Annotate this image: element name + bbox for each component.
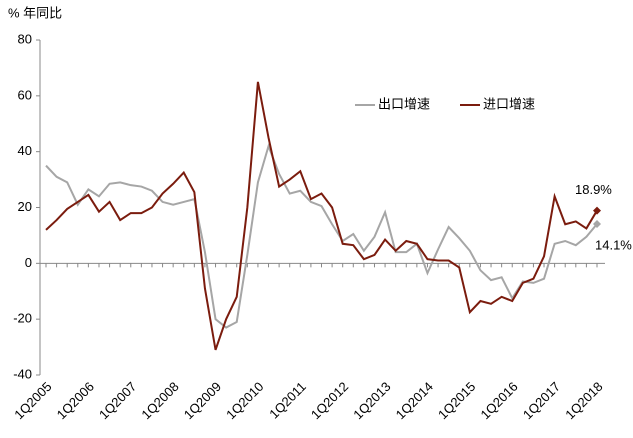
x-tick-label: 1Q2010 <box>223 379 266 422</box>
legend-label: 进口增速 <box>483 96 535 111</box>
y-tick-label: 40 <box>18 143 32 158</box>
data-label: 14.1% <box>595 237 632 252</box>
x-tick-label: 1Q2015 <box>435 379 478 422</box>
x-tick-label: 1Q2014 <box>393 379 436 422</box>
y-tick-label: -20 <box>13 311 32 326</box>
y-tick-label: 0 <box>25 255 32 270</box>
y-tick-label: 60 <box>18 87 32 102</box>
legend-label: 出口增速 <box>378 96 430 111</box>
x-tick-label: 1Q2012 <box>308 379 351 422</box>
series-line <box>45 81 598 351</box>
x-tick-label: 1Q2017 <box>520 379 563 422</box>
x-tick-label: 1Q2011 <box>266 379 309 422</box>
x-tick-label: 1Q2006 <box>54 379 97 422</box>
series-line <box>45 142 598 329</box>
x-tick-label: 1Q2018 <box>562 379 605 422</box>
x-tick-label: 1Q2007 <box>96 379 139 422</box>
data-label: 18.9% <box>575 182 612 197</box>
unit-label: % 年同比 <box>8 5 62 20</box>
x-tick-label: 1Q2013 <box>350 379 393 422</box>
end-marker <box>593 206 601 215</box>
y-tick-label: -40 <box>13 366 32 381</box>
end-marker <box>593 219 601 228</box>
y-tick-label: 80 <box>18 31 32 46</box>
x-tick-label: 1Q2016 <box>477 379 520 422</box>
x-tick-label: 1Q2008 <box>138 379 181 422</box>
y-tick-label: 20 <box>18 199 32 214</box>
x-tick-label: 1Q2005 <box>11 379 54 422</box>
x-tick-label: 1Q2009 <box>181 379 224 422</box>
